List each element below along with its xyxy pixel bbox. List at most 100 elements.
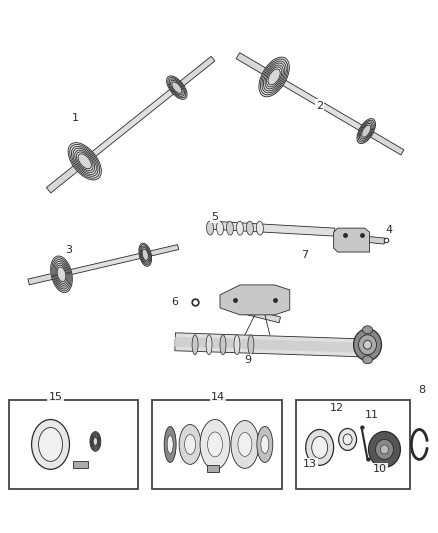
Ellipse shape [54,262,69,287]
Ellipse shape [357,118,375,143]
Ellipse shape [32,419,70,470]
Ellipse shape [51,256,72,293]
Text: 6: 6 [172,297,179,307]
Text: 1: 1 [72,114,79,124]
Ellipse shape [257,426,273,462]
Polygon shape [46,160,85,193]
Ellipse shape [91,433,100,450]
Polygon shape [65,253,141,276]
Ellipse shape [56,265,67,284]
Polygon shape [364,236,385,244]
Ellipse shape [140,245,151,265]
Text: 5: 5 [212,212,219,222]
Ellipse shape [265,65,283,89]
Ellipse shape [363,356,372,364]
Text: 3: 3 [65,245,72,255]
Text: 8: 8 [418,385,425,394]
Ellipse shape [262,61,286,93]
Ellipse shape [52,258,71,290]
Ellipse shape [92,434,99,448]
Polygon shape [175,337,360,353]
Polygon shape [179,56,215,87]
Polygon shape [239,307,280,323]
Ellipse shape [93,438,98,446]
Polygon shape [87,88,175,160]
Ellipse shape [57,267,66,281]
Ellipse shape [68,143,101,180]
Ellipse shape [55,263,68,285]
Ellipse shape [179,424,201,464]
Polygon shape [369,131,404,155]
Ellipse shape [70,144,100,178]
Ellipse shape [141,246,150,263]
Ellipse shape [256,221,263,235]
Ellipse shape [208,432,223,457]
Ellipse shape [91,433,100,449]
Ellipse shape [261,59,288,95]
Ellipse shape [364,340,371,349]
Ellipse shape [368,432,400,467]
Polygon shape [175,333,360,357]
Text: 4: 4 [386,225,393,235]
Text: 11: 11 [364,409,378,419]
Bar [207,465,219,472]
Ellipse shape [172,82,182,93]
Ellipse shape [200,419,230,470]
Ellipse shape [358,120,374,142]
Ellipse shape [93,437,98,446]
Ellipse shape [234,335,240,355]
Ellipse shape [339,429,357,450]
Bar [74,462,88,469]
Ellipse shape [220,335,226,355]
Ellipse shape [75,150,95,173]
Ellipse shape [90,432,101,451]
Ellipse shape [312,437,328,458]
Ellipse shape [238,432,252,456]
Ellipse shape [248,335,254,355]
Ellipse shape [184,434,196,455]
Ellipse shape [169,79,184,96]
Ellipse shape [139,243,152,266]
Ellipse shape [53,260,70,289]
Ellipse shape [168,77,186,98]
Polygon shape [277,77,364,131]
Ellipse shape [206,335,212,355]
Bar [9,400,138,489]
Ellipse shape [237,221,244,235]
Ellipse shape [226,221,233,235]
Polygon shape [236,53,274,79]
Text: 9: 9 [244,354,251,365]
Ellipse shape [360,123,372,139]
Ellipse shape [76,152,93,171]
Ellipse shape [247,221,254,235]
Ellipse shape [71,147,98,176]
Text: 10: 10 [372,464,386,474]
Ellipse shape [353,329,381,361]
Ellipse shape [264,63,285,91]
Ellipse shape [170,80,183,95]
Polygon shape [149,245,179,256]
Text: 13: 13 [303,459,317,470]
Ellipse shape [363,326,372,334]
Text: 7: 7 [301,250,308,260]
Text: 2: 2 [316,101,323,110]
Ellipse shape [142,249,148,261]
Ellipse shape [73,148,96,174]
Polygon shape [210,221,335,236]
Ellipse shape [359,122,373,140]
Ellipse shape [343,434,352,445]
Ellipse shape [359,335,377,355]
Ellipse shape [306,430,334,465]
Ellipse shape [207,221,214,235]
Bar [152,400,282,489]
Ellipse shape [268,69,280,85]
Ellipse shape [381,445,389,454]
Ellipse shape [92,435,99,447]
Ellipse shape [166,76,187,99]
Text: 14: 14 [211,392,225,401]
Ellipse shape [141,248,149,262]
Ellipse shape [261,435,269,454]
Ellipse shape [192,335,198,355]
Ellipse shape [167,435,173,454]
Ellipse shape [362,125,371,137]
